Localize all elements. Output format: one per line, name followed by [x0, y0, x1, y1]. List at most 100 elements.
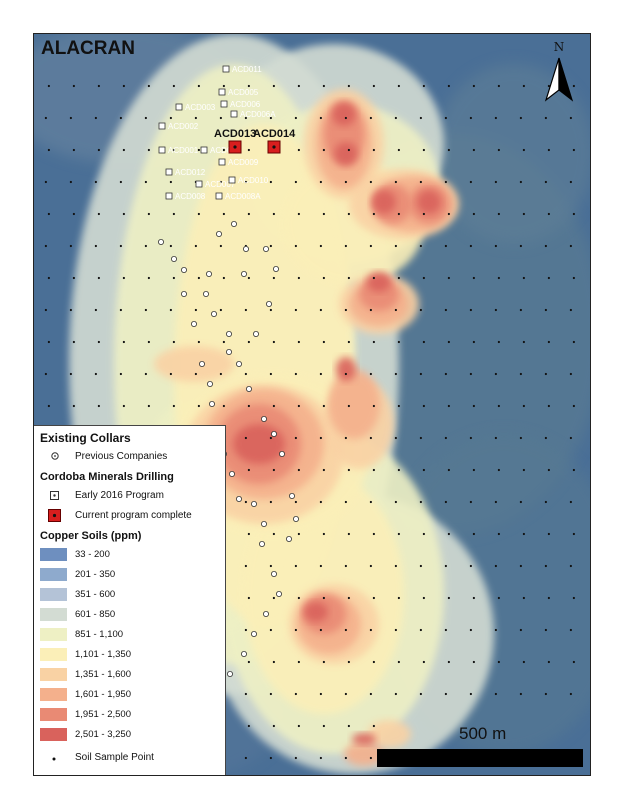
previous-collar	[278, 450, 285, 457]
soil-sample-point	[272, 84, 275, 88]
soil-sample-point	[244, 628, 247, 632]
soil-sample-point	[94, 308, 97, 312]
previous-collar	[275, 591, 282, 598]
soil-sample-point	[372, 468, 375, 472]
north-label: N	[553, 40, 565, 54]
soil-sample-point	[447, 404, 450, 408]
previous-collar	[258, 540, 265, 547]
early-hole: ACD006	[220, 100, 261, 109]
soil-sample-point	[397, 532, 400, 536]
legend-class-label: 1,951 - 2,500	[75, 709, 131, 720]
soil-sample-point	[572, 276, 575, 280]
anomaly-contour	[372, 190, 396, 214]
legend-swatch	[40, 648, 67, 661]
soil-sample-point	[569, 564, 572, 568]
soil-sample-point	[194, 372, 197, 376]
soil-sample-point	[72, 148, 75, 152]
soil-sample-point	[444, 564, 447, 568]
soil-sample-point	[419, 692, 422, 696]
soil-sample-point	[547, 532, 550, 536]
soil-sample-point	[422, 532, 425, 536]
soil-sample-point	[44, 180, 47, 184]
soil-sample-point	[222, 148, 225, 152]
early-hole-label: ACD002	[168, 122, 199, 131]
soil-sample-point	[272, 276, 275, 280]
previous-collar	[260, 415, 267, 422]
soil-sample-point	[297, 276, 300, 280]
soil-sample-point	[519, 180, 522, 184]
soil-sample-point	[347, 340, 350, 344]
soil-sample-point	[297, 660, 300, 664]
soil-sample-point	[444, 180, 447, 184]
soil-sample-point	[572, 212, 575, 216]
soil-sample-point	[422, 468, 425, 472]
soil-sample-point	[69, 180, 72, 184]
soil-sample-point	[472, 404, 475, 408]
previous-collar	[250, 500, 257, 507]
previous-collar-icon	[51, 452, 59, 460]
soil-sample-point	[97, 84, 100, 88]
soil-sample-point	[469, 628, 472, 632]
soil-sample-point	[497, 148, 500, 152]
soil-sample-point	[569, 628, 572, 632]
soil-sample-point	[522, 596, 525, 600]
soil-sample-point	[247, 468, 250, 472]
soil-sample-point	[97, 148, 100, 152]
soil-sample-point	[547, 468, 550, 472]
soil-sample-point	[444, 116, 447, 120]
soil-sample-point	[247, 596, 250, 600]
soil-sample-point	[272, 468, 275, 472]
soil-sample-point	[322, 340, 325, 344]
soil-sample-point	[444, 308, 447, 312]
soil-sample-point	[547, 276, 550, 280]
soil-sample-point	[294, 564, 297, 568]
soil-sample-point	[522, 468, 525, 472]
soil-sample-point	[469, 564, 472, 568]
soil-sample-point	[469, 500, 472, 504]
soil-sample-point	[294, 500, 297, 504]
soil-sample-point	[519, 628, 522, 632]
soil-sample-point	[519, 692, 522, 696]
soil-sample-point	[419, 116, 422, 120]
soil-sample-point	[119, 116, 122, 120]
soil-sample-point	[194, 244, 197, 248]
soil-sample-point	[222, 340, 225, 344]
soil-sample-point	[547, 340, 550, 344]
early-hole-label: ACD001	[168, 146, 199, 155]
soil-sample-point	[272, 404, 275, 408]
soil-sample-point	[497, 340, 500, 344]
soil-sample-point	[69, 308, 72, 312]
soil-sample-point	[419, 500, 422, 504]
soil-sample-point	[519, 372, 522, 376]
soil-sample-point	[144, 116, 147, 120]
soil-sample-point	[494, 692, 497, 696]
soil-sample-point	[269, 180, 272, 184]
soil-sample-point	[497, 212, 500, 216]
previous-collar	[252, 330, 259, 337]
soil-sample-point	[72, 212, 75, 216]
soil-sample-point	[244, 116, 247, 120]
soil-sample-point	[469, 180, 472, 184]
soil-sample-point	[94, 372, 97, 376]
legend-class-label: 351 - 600	[75, 589, 116, 600]
soil-sample-point	[422, 660, 425, 664]
soil-sample-point	[322, 468, 325, 472]
previous-collar	[240, 651, 247, 658]
soil-sample-point	[294, 308, 297, 312]
soil-sample-point	[347, 596, 350, 600]
early-hole-label: ACD009	[228, 158, 259, 167]
soil-sample-point	[119, 180, 122, 184]
legend-swatch	[40, 688, 67, 701]
soil-sample-point	[269, 372, 272, 376]
soil-sample-point	[472, 276, 475, 280]
previous-collar	[205, 270, 212, 277]
soil-sample-point	[222, 84, 225, 88]
soil-sample-point	[519, 564, 522, 568]
early-hole: ACD004	[200, 146, 241, 155]
soil-sample-point	[344, 372, 347, 376]
soil-sample-point	[444, 692, 447, 696]
scale-label: 500 m	[459, 724, 507, 743]
soil-sample-point	[344, 308, 347, 312]
